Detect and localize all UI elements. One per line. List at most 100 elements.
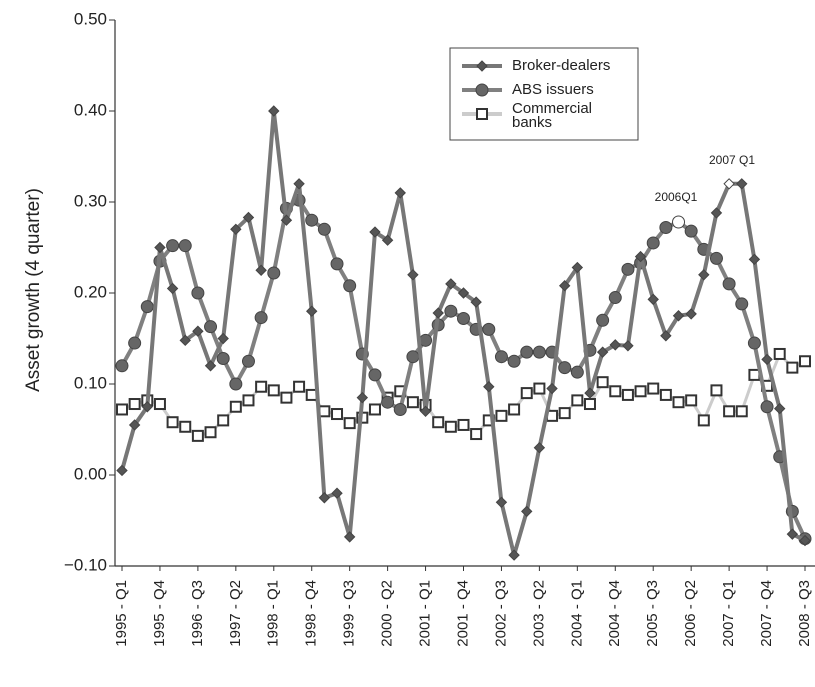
marker [318,405,331,418]
marker [698,269,710,281]
legend-label: ABS issuers [512,81,594,98]
marker [634,250,647,263]
marker [799,534,811,547]
marker [672,396,685,409]
marker [571,261,584,274]
marker [255,380,268,393]
x-tick-label: 2007 - Q4 [758,580,775,647]
marker [293,178,305,190]
marker [723,405,736,418]
marker [154,241,166,254]
legend-label: Broker-dealers [512,57,610,74]
y-axis-label: Asset growth (4 quarter) [23,188,44,392]
marker [521,505,533,518]
y-tick-label: 0.20 [74,282,107,301]
x-tick-label: 1999 - Q3 [341,580,358,647]
x-tick-label: 1996 - Q3 [189,580,206,647]
y-tick-label: 0.50 [74,9,107,28]
marker [191,286,205,300]
marker [482,322,496,336]
marker [318,492,331,504]
x-tick-label: 2005 - Q3 [644,580,661,647]
marker [229,400,242,413]
marker [394,187,406,199]
marker [179,334,191,347]
marker [128,419,141,431]
x-tick-label: 2002 - Q3 [492,580,509,647]
marker [609,385,622,398]
legend-marker [476,108,488,120]
marker [330,257,344,271]
marker [242,211,255,224]
marker [445,278,457,290]
x-tick-label: 1998 - Q4 [303,580,320,647]
marker [494,350,508,364]
marker [672,310,685,322]
marker [646,236,660,250]
marker [191,429,204,442]
marker [583,398,596,411]
x-tick-label: 2006 - Q2 [682,580,699,647]
marker [470,296,482,308]
y-tick-label: 0.10 [74,373,107,392]
marker [736,178,748,190]
marker [735,297,749,311]
marker [192,325,204,337]
marker [622,340,634,352]
marker [293,380,306,393]
marker [254,311,268,325]
marker [166,416,179,429]
x-tick-label: 2008 - Q3 [796,580,813,647]
marker [609,339,621,351]
marker [178,239,192,253]
marker [368,403,381,416]
marker [495,409,508,422]
x-tick-label: 2007 - Q1 [720,580,737,647]
marker [267,266,281,280]
marker [621,388,634,401]
marker [571,394,584,407]
marker [710,384,723,397]
x-tick-label: 2001 - Q1 [417,580,434,647]
marker [685,308,697,320]
marker [306,305,318,317]
marker [621,262,635,276]
x-tick-label: 2001 - Q4 [454,580,471,647]
marker [570,365,584,379]
marker [116,464,128,477]
marker [760,400,774,414]
marker [748,253,761,266]
marker [533,382,546,395]
x-tick-label: 1997 - Q2 [227,580,244,647]
marker [407,269,419,281]
marker [369,226,381,238]
marker [470,428,483,441]
x-tick-label: 1998 - Q1 [265,580,282,647]
marker [128,398,141,411]
marker [558,361,572,375]
marker [747,336,761,350]
marker [685,394,698,407]
marker [483,381,495,393]
marker [179,420,192,433]
marker [317,222,331,236]
marker [457,287,470,299]
marker [761,353,773,366]
marker [331,408,344,421]
marker [343,279,357,293]
marker [255,264,267,276]
marker [723,178,735,190]
marker [799,355,811,368]
marker [204,426,217,439]
marker [457,311,470,325]
marker [381,395,395,409]
legend-marker [476,60,488,72]
marker [280,391,293,404]
y-tick-label: −0.10 [64,555,107,574]
marker [368,368,382,382]
x-tick-label: 1995 - Q4 [151,580,168,647]
marker [546,382,558,395]
marker [166,282,179,295]
